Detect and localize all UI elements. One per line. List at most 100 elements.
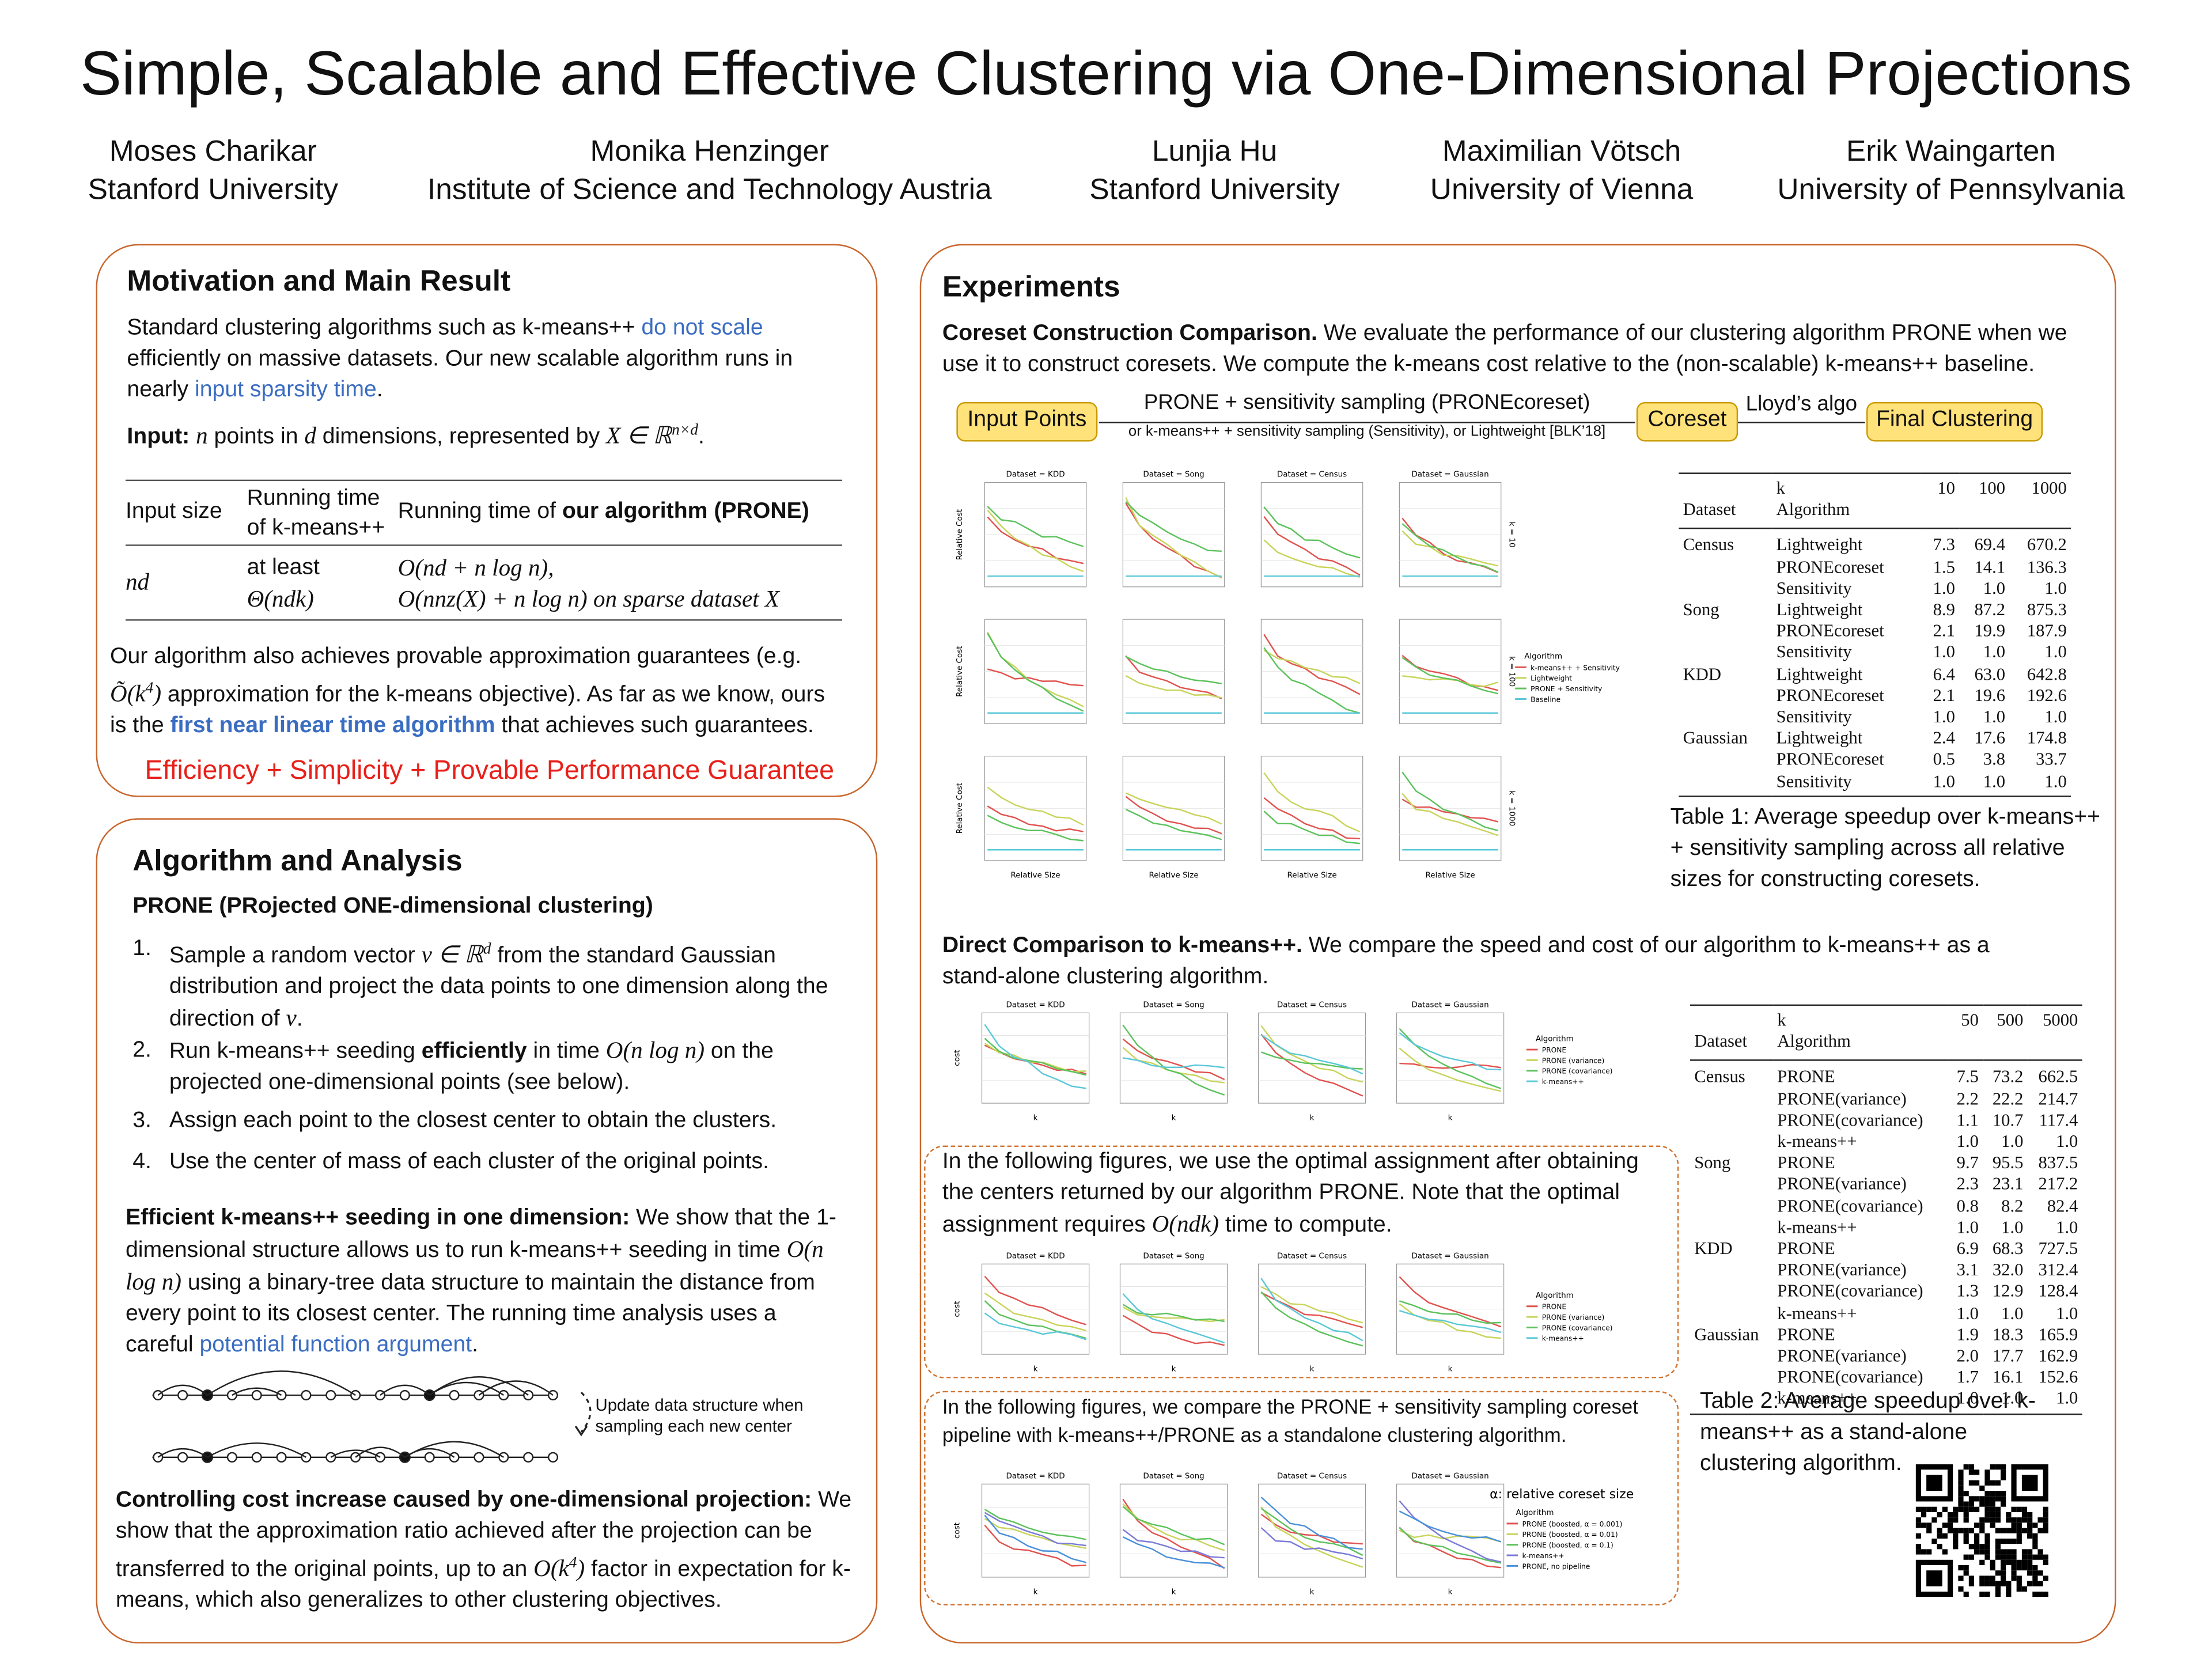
table-row: k-means++ 1.0 1.0 1.0 xyxy=(1690,1389,2082,1414)
qr-module xyxy=(1990,1517,1995,1523)
table-cell: 16.1 xyxy=(1992,1367,2024,1387)
qr-module xyxy=(2021,1549,2028,1555)
qr-module xyxy=(2021,1506,2028,1512)
qr-module xyxy=(1984,1575,1990,1581)
table-cell: PRONEcoreset xyxy=(1776,556,1884,577)
step-marker: 2. xyxy=(132,1038,151,1063)
table-cell: 7.5 xyxy=(1956,1067,1979,1087)
table-cell: 69.4 xyxy=(1974,535,2006,555)
tree-node xyxy=(523,1389,534,1401)
table-cell: 82.4 xyxy=(2047,1195,2078,1216)
text-run: 4 xyxy=(569,1554,577,1572)
qr-module xyxy=(1974,1469,1980,1475)
qr-module xyxy=(1958,1496,1964,1502)
empty-cell xyxy=(1690,1131,1773,1153)
qr-module xyxy=(2032,1544,2038,1550)
legend-title: Algorithm xyxy=(1516,1509,1554,1517)
qr-module xyxy=(2001,1565,2006,1571)
legend-label: PRONE, no pipeline xyxy=(1522,1562,1590,1570)
text-run: potential function argument xyxy=(199,1333,472,1357)
table-cell: 1.0 xyxy=(2056,1388,2078,1409)
table-cell: 87.2 xyxy=(1974,599,2006,620)
curve xyxy=(1260,1506,1363,1568)
qr-module xyxy=(2037,1554,2043,1560)
arrow xyxy=(580,1392,592,1433)
qr-module xyxy=(1942,1506,1948,1512)
header-cell: Algorithm xyxy=(1776,499,1850,520)
qr-module xyxy=(1995,1586,2001,1592)
curve xyxy=(1399,1032,1501,1071)
qr-module xyxy=(2027,1533,2033,1539)
figure: Dataset = KDD k cost Dataset = Song k Dataset… xyxy=(953,1472,1634,1597)
caption: Table 1: Average speedup over k-means++ … xyxy=(1670,805,2101,892)
qr-module xyxy=(1995,1496,2001,1502)
paragraph: Our algorithm also achieves provable app… xyxy=(110,642,846,742)
qr-module xyxy=(2021,1586,2028,1592)
table-cell: 2.2 xyxy=(1956,1088,1979,1108)
qr-module xyxy=(1915,1522,1921,1528)
table-row: Gaussian PRONE 1.9 18.3 165.9 xyxy=(1690,1324,2082,1346)
table-cell: Sensitivity xyxy=(1776,578,1852,598)
table-cell: 32.0 xyxy=(1992,1260,2024,1280)
text-run: ) xyxy=(577,1555,585,1582)
qr-module xyxy=(1947,1517,1953,1523)
empty-cell xyxy=(1690,1303,1773,1324)
curve xyxy=(984,1037,1087,1076)
qr-module xyxy=(1963,1565,1969,1571)
paragraph: Direct Comparison to k-means++. We compa… xyxy=(942,931,2057,993)
qr-module xyxy=(2032,1538,2038,1544)
curve xyxy=(1263,516,1361,576)
qr-module xyxy=(2006,1581,2012,1586)
table-cell: 12.9 xyxy=(1992,1281,2024,1302)
qr-module xyxy=(1984,1549,1990,1555)
empty-cell xyxy=(1679,578,1772,600)
text-run: first near linear time algorithm xyxy=(170,714,495,738)
text-run: Õ(k xyxy=(110,680,146,707)
curve xyxy=(1399,1300,1501,1324)
x-axis-label: k xyxy=(1172,1113,1176,1122)
text-run: Coreset Construction Comparison. xyxy=(942,321,1317,346)
qr-module xyxy=(1995,1528,2001,1533)
legend-label: Lightweight xyxy=(1531,675,1572,683)
section-heading: Motivation and Main Result xyxy=(127,265,511,298)
table-cell: PRONE(covariance) xyxy=(1777,1195,1923,1216)
tree-arc xyxy=(232,1387,282,1396)
text-run: Sample a random vector xyxy=(169,944,422,968)
table-row: KDD PRONE 6.9 68.3 727.5 xyxy=(1690,1238,2082,1260)
dataset-cell: Song xyxy=(1683,599,1719,620)
qr-module xyxy=(1915,1544,1921,1550)
tree-node xyxy=(251,1452,262,1463)
table-cell: k-means++ xyxy=(1777,1388,1857,1409)
qr-module xyxy=(1995,1512,2001,1518)
header-row: Dataset Algorithm xyxy=(1679,499,2071,529)
curve xyxy=(987,506,1084,547)
dataset-cell: Gaussian xyxy=(1683,728,1748,748)
panel-title: Dataset = KDD xyxy=(1006,471,1065,479)
table-cell: k-means++ xyxy=(1777,1131,1857,1152)
panel-title: Dataset = Census xyxy=(1277,471,1347,479)
qr-module xyxy=(2016,1528,2022,1533)
qr-module xyxy=(1931,1538,1937,1544)
qr-module xyxy=(2006,1559,2012,1565)
curve xyxy=(984,1512,1086,1547)
table-cell: 214.7 xyxy=(2038,1088,2078,1108)
dashed-box xyxy=(924,1145,1679,1378)
x-axis-label: k xyxy=(1172,1365,1176,1373)
qr-module xyxy=(1958,1586,1964,1592)
curve xyxy=(987,632,1084,712)
header-cell xyxy=(1948,1032,1983,1061)
table-body: k 10 100 1000 Dataset Algorithm Census Lightwei… xyxy=(1679,472,2071,797)
empty-cell xyxy=(1679,642,1772,664)
text-run: approximation for the k-means objective)… xyxy=(110,683,825,738)
tree-node xyxy=(350,1389,361,1401)
text-run: . xyxy=(296,1007,303,1032)
qr-module xyxy=(1915,1533,1921,1539)
paragraph: Input: n points in d dimensions, represe… xyxy=(127,415,839,453)
text-run: O(n log n) xyxy=(605,1037,705,1064)
table-cell: 1.0 xyxy=(1956,1302,1979,1323)
text-run: Assign each point to the closest center … xyxy=(169,1108,777,1133)
header-cell xyxy=(1983,1032,2027,1061)
figure: Dataset = KDD Relative Cost Dataset = Song… xyxy=(956,471,1620,880)
pipeline-label: Lloyd’s algo xyxy=(1745,392,1858,416)
arrow-head xyxy=(574,1426,588,1437)
